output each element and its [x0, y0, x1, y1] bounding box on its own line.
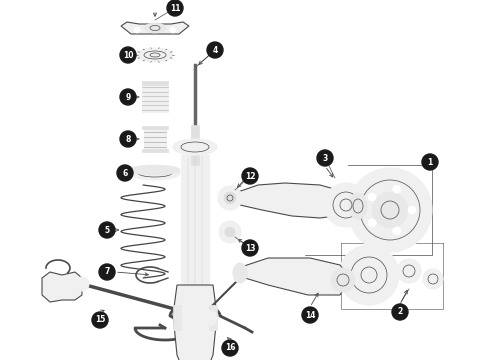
Circle shape	[219, 221, 241, 243]
Circle shape	[393, 227, 401, 235]
Text: 8: 8	[125, 135, 131, 144]
Circle shape	[422, 154, 438, 170]
Circle shape	[368, 219, 376, 227]
Circle shape	[339, 245, 399, 305]
Circle shape	[224, 192, 236, 204]
Bar	[142, 126, 168, 129]
Circle shape	[207, 42, 223, 58]
Ellipse shape	[233, 263, 247, 283]
Circle shape	[218, 186, 242, 210]
Polygon shape	[42, 272, 82, 302]
Circle shape	[120, 131, 136, 147]
Ellipse shape	[130, 166, 180, 180]
Circle shape	[120, 47, 136, 63]
Circle shape	[368, 193, 376, 201]
Text: 11: 11	[170, 4, 180, 13]
Bar	[181, 155, 209, 285]
Circle shape	[317, 150, 333, 166]
Ellipse shape	[144, 23, 166, 33]
Text: 13: 13	[245, 243, 255, 252]
Bar	[173, 305, 181, 330]
Bar	[142, 149, 168, 152]
Text: 2: 2	[397, 307, 403, 316]
Text: 15: 15	[95, 315, 105, 324]
Text: 5: 5	[104, 225, 110, 234]
Ellipse shape	[130, 165, 180, 175]
Text: 7: 7	[104, 267, 110, 276]
Ellipse shape	[137, 48, 173, 62]
Circle shape	[99, 264, 115, 280]
Circle shape	[392, 304, 408, 320]
Circle shape	[348, 168, 432, 252]
Circle shape	[170, 27, 176, 33]
Circle shape	[222, 340, 238, 356]
Circle shape	[167, 0, 183, 16]
Bar	[142, 81, 168, 85]
Polygon shape	[235, 183, 360, 218]
Text: 12: 12	[245, 171, 255, 180]
Ellipse shape	[349, 193, 367, 219]
Circle shape	[302, 307, 318, 323]
Text: 3: 3	[322, 153, 328, 162]
Text: 9: 9	[125, 93, 131, 102]
Circle shape	[408, 206, 416, 214]
Circle shape	[393, 185, 401, 193]
Circle shape	[423, 269, 443, 289]
Circle shape	[203, 311, 217, 325]
Polygon shape	[238, 258, 350, 295]
Text: 1: 1	[427, 158, 433, 166]
Circle shape	[225, 227, 235, 237]
Text: 14: 14	[305, 310, 315, 320]
Text: 10: 10	[123, 50, 133, 59]
Circle shape	[242, 168, 258, 184]
Ellipse shape	[173, 139, 217, 155]
Text: 6: 6	[122, 168, 127, 177]
Bar	[209, 305, 217, 330]
Circle shape	[75, 277, 89, 291]
Circle shape	[120, 89, 136, 105]
Circle shape	[134, 27, 140, 33]
Circle shape	[99, 222, 115, 238]
Bar	[142, 84, 168, 112]
Bar	[191, 125, 199, 165]
Circle shape	[331, 268, 355, 292]
Circle shape	[397, 259, 421, 283]
Text: 4: 4	[212, 45, 218, 54]
Text: 16: 16	[225, 343, 235, 352]
Polygon shape	[121, 22, 189, 34]
Circle shape	[372, 192, 408, 228]
Circle shape	[324, 183, 368, 227]
Circle shape	[117, 165, 133, 181]
Bar	[144, 128, 166, 150]
Polygon shape	[173, 285, 217, 360]
Circle shape	[242, 240, 258, 256]
Circle shape	[92, 312, 108, 328]
